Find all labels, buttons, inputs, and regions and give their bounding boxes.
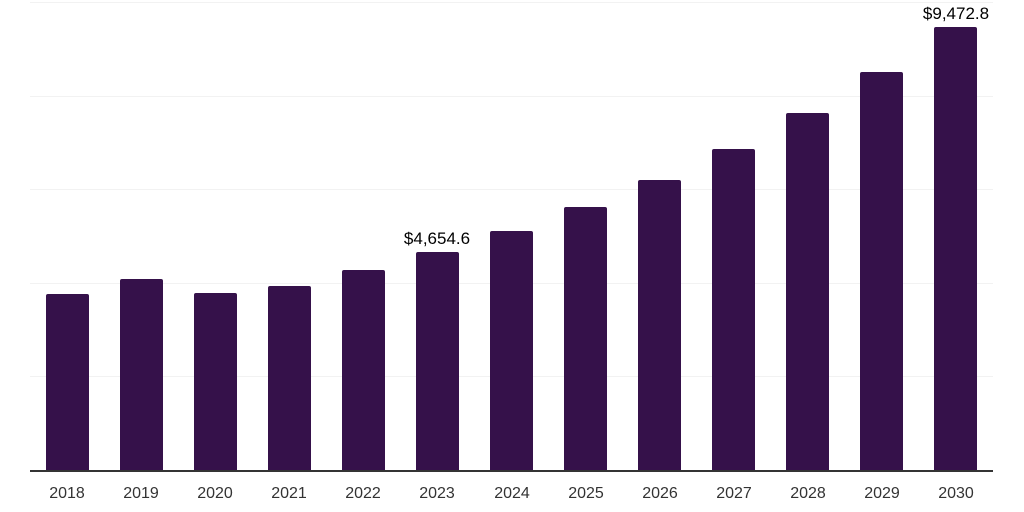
data-label-2023: $4,654.6 [403,229,471,248]
plot-area: $4,654.6 $9,472.8 [30,2,993,472]
bar-2018 [46,294,89,470]
bar-2020 [194,293,237,470]
x-tick-2029: 2029 [864,485,900,502]
bar-2030 [934,27,977,470]
bar-2028 [786,113,829,470]
x-tick-2028: 2028 [790,485,826,502]
bar-2021 [268,286,311,470]
bar-2024 [490,231,533,470]
x-tick-2026: 2026 [642,485,678,502]
data-label-2030: $9,472.8 [922,4,990,23]
bar-2023 [416,252,459,470]
x-tick-2027: 2027 [716,485,752,502]
bar-2026 [638,180,681,470]
x-tick-2030: 2030 [938,485,974,502]
bar-2025 [564,207,607,470]
gridline-8000 [30,96,993,97]
gridline-6000 [30,189,993,190]
bar-2022 [342,270,385,470]
x-tick-2018: 2018 [49,485,85,502]
x-tick-2022: 2022 [345,485,381,502]
x-tick-2020: 2020 [197,485,233,502]
x-tick-2023: 2023 [419,485,455,502]
bar-2029 [860,72,903,470]
x-tick-2024: 2024 [494,485,530,502]
bar-2027 [712,149,755,470]
x-tick-2025: 2025 [568,485,604,502]
bar-2019 [120,279,163,470]
x-tick-2019: 2019 [123,485,159,502]
gridline-10000 [30,2,993,3]
x-tick-2021: 2021 [271,485,307,502]
